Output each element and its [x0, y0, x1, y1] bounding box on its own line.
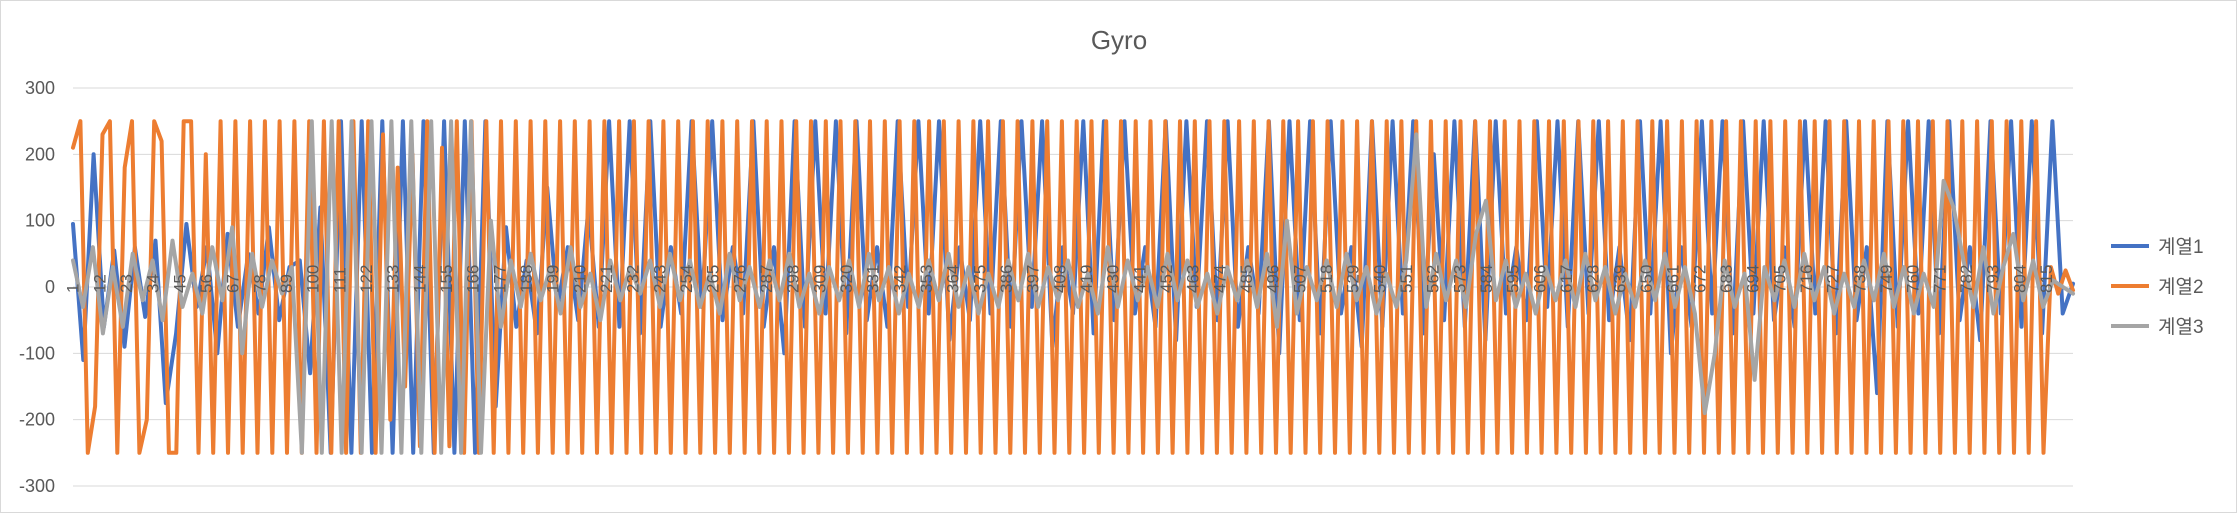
x-tick-label: 672: [1690, 265, 1709, 293]
x-tick-label: 298: [784, 265, 803, 293]
x-tick-label: 738: [1850, 265, 1869, 293]
x-tick-label: 540: [1370, 265, 1389, 293]
x-tick-label: 199: [544, 265, 563, 293]
x-tick-label: 353: [917, 265, 936, 293]
x-tick-label: 496: [1264, 265, 1283, 293]
x-tick-label: 1: [64, 284, 83, 293]
x-tick-label: 573: [1450, 265, 1469, 293]
x-tick-label: 694: [1744, 265, 1763, 293]
x-axis: 1 12 23 34 45 56 67 78 89 100 111 122 133 144 155 166 17…: [64, 265, 2056, 293]
x-tick-label: 584: [1477, 265, 1496, 293]
x-tick-label: 89: [277, 274, 296, 293]
x-tick-label: 771: [1930, 265, 1949, 293]
x-tick-label: 45: [170, 274, 189, 293]
x-tick-label: 177: [490, 265, 509, 293]
x-tick-label: 210: [570, 265, 589, 293]
x-tick-label: 782: [1957, 265, 1976, 293]
x-tick-label: 166: [464, 265, 483, 293]
y-tick-label: -100: [19, 343, 55, 363]
y-tick-label: -300: [19, 476, 55, 496]
x-tick-label: 188: [517, 265, 536, 293]
x-tick-label: 364: [944, 265, 963, 293]
x-tick-label: 749: [1877, 265, 1896, 293]
x-tick-label: 595: [1504, 265, 1523, 293]
x-tick-label: 452: [1157, 265, 1176, 293]
x-tick-label: 133: [384, 265, 403, 293]
x-tick-label: 705: [1770, 265, 1789, 293]
x-tick-label: 78: [250, 274, 269, 293]
x-tick-label: 463: [1184, 265, 1203, 293]
x-tick-label: 628: [1584, 265, 1603, 293]
y-tick-label: 100: [25, 211, 55, 231]
x-tick-label: 320: [837, 265, 856, 293]
x-tick-label: 529: [1344, 265, 1363, 293]
x-tick-label: 34: [144, 274, 163, 293]
x-tick-label: 56: [197, 274, 216, 293]
x-tick-label: 430: [1104, 265, 1123, 293]
legend-label-1: 계열1: [2158, 236, 2204, 258]
y-axis: 300 200 100 0 -100 -200 -300: [19, 78, 55, 496]
x-tick-label: 100: [304, 265, 323, 293]
x-tick-label: 155: [437, 265, 456, 293]
x-tick-label: 397: [1024, 265, 1043, 293]
y-tick-label: 300: [25, 78, 55, 98]
x-tick-label: 793: [1984, 265, 2003, 293]
x-tick-label: 441: [1130, 265, 1149, 293]
y-tick-label: -200: [19, 410, 55, 430]
x-tick-label: 287: [757, 265, 776, 293]
x-tick-label: 716: [1797, 265, 1816, 293]
series-lines: [71, 119, 2075, 455]
x-tick-label: 375: [970, 265, 989, 293]
x-tick-label: 23: [117, 274, 136, 293]
series-line-3: [71, 119, 2075, 455]
x-tick-label: 474: [1210, 265, 1229, 293]
x-tick-label: 815: [2037, 265, 2056, 293]
chart-title: Gyro: [1091, 25, 1147, 55]
x-tick-label: 67: [224, 274, 243, 293]
x-tick-label: 254: [677, 265, 696, 293]
x-tick-label: 408: [1050, 265, 1069, 293]
x-tick-label: 12: [90, 274, 109, 293]
x-tick-label: 727: [1824, 265, 1843, 293]
x-tick-label: 243: [650, 265, 669, 293]
x-tick-label: 342: [890, 265, 909, 293]
x-tick-label: 639: [1610, 265, 1629, 293]
x-tick-label: 617: [1557, 265, 1576, 293]
x-tick-label: 518: [1317, 265, 1336, 293]
x-tick-label: 221: [597, 265, 616, 293]
x-tick-label: 562: [1424, 265, 1443, 293]
x-tick-label: 309: [810, 265, 829, 293]
x-tick-label: 661: [1664, 265, 1683, 293]
x-tick-label: 232: [624, 265, 643, 293]
x-tick-label: 144: [410, 265, 429, 293]
y-tick-label: 200: [25, 144, 55, 164]
legend-label-3: 계열3: [2158, 316, 2204, 338]
x-tick-label: 111: [330, 267, 349, 293]
legend-label-2: 계열2: [2158, 276, 2204, 298]
x-tick-label: 122: [357, 265, 376, 293]
x-tick-label: 551: [1397, 265, 1416, 293]
x-tick-label: 804: [2010, 265, 2029, 293]
x-tick-label: 606: [1530, 265, 1549, 293]
x-tick-label: 265: [704, 265, 723, 293]
x-tick-label: 276: [730, 265, 749, 293]
x-tick-label: 760: [1904, 265, 1923, 293]
x-tick-label: 331: [864, 265, 883, 293]
x-tick-label: 419: [1077, 265, 1096, 293]
x-tick-label: 683: [1717, 265, 1736, 293]
y-tick-label: 0: [45, 277, 55, 297]
x-tick-label: 485: [1237, 265, 1256, 293]
x-tick-label: 507: [1290, 265, 1309, 293]
legend: 계열1 계열2 계열3: [2111, 236, 2204, 338]
x-tick-label: 386: [997, 265, 1016, 293]
x-tick-label: 650: [1637, 265, 1656, 293]
